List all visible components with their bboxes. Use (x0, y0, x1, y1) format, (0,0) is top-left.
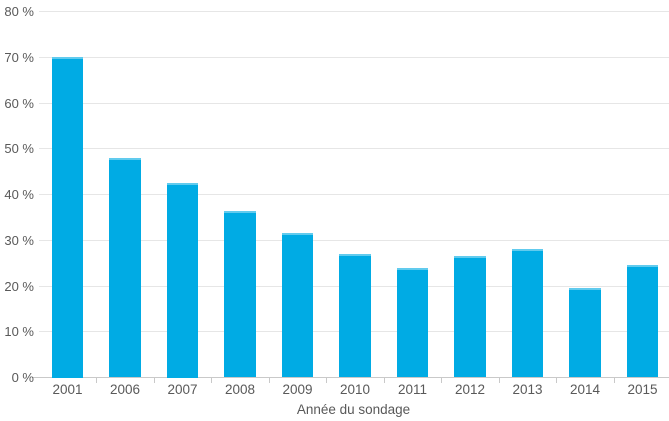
x-axis-tick-label: 2001 (52, 381, 83, 397)
y-gridline (38, 102, 669, 104)
x-axis-tick (268, 377, 270, 383)
y-axis-tick-label: 50 % (4, 141, 34, 157)
x-axis-tick (441, 377, 443, 383)
bar (454, 256, 486, 378)
bar (626, 265, 659, 378)
y-axis-tick-label: 10 % (4, 324, 34, 340)
y-axis-tick-label: 30 % (4, 232, 34, 248)
y-axis-tick-label: 70 % (4, 49, 34, 65)
bar (166, 183, 199, 378)
x-axis-tick (498, 377, 500, 383)
y-axis-tick-label: 20 % (4, 278, 34, 294)
y-gridline (38, 194, 669, 195)
y-gridline (38, 239, 669, 241)
bar (569, 288, 601, 378)
bar (511, 249, 544, 378)
bar (396, 267, 429, 378)
bar (109, 157, 141, 378)
x-axis-tick-label: 2011 (397, 381, 428, 397)
x-axis-tick-label: 2006 (109, 381, 141, 397)
y-axis-tick-label: 80 % (4, 4, 34, 19)
x-axis-tick (96, 377, 98, 383)
bar (224, 210, 256, 378)
x-axis-tick (383, 377, 385, 383)
bar (281, 233, 314, 378)
x-axis-tick (153, 377, 155, 383)
x-axis-line (31, 377, 669, 378)
x-axis-tick-label: 2008 (224, 381, 256, 397)
bar (339, 253, 371, 378)
x-axis-tick-label: 2014 (569, 381, 601, 397)
y-axis-tick-label: 40 % (4, 187, 34, 202)
x-axis-tick (326, 377, 328, 383)
x-axis-tick (556, 377, 558, 383)
x-axis-tick-label: 2010 (339, 381, 371, 397)
x-axis-tick-label: 2012 (454, 381, 486, 397)
x-axis-tick (211, 377, 213, 383)
y-gridline (38, 148, 669, 150)
x-axis-tick (613, 377, 615, 383)
y-gridline (38, 11, 669, 12)
bar (51, 57, 84, 378)
y-axis-tick-label: 60 % (4, 95, 34, 111)
x-axis-tick-label: 2015 (627, 381, 658, 397)
x-axis-tick-label: 2009 (282, 381, 313, 397)
x-axis-title: Année du sondage (296, 402, 411, 417)
y-gridline (38, 56, 669, 58)
x-axis-tick-label: 2007 (167, 381, 198, 397)
y-axis-tick-label: 0 % (11, 370, 34, 385)
x-axis-tick-label: 2013 (512, 381, 543, 397)
